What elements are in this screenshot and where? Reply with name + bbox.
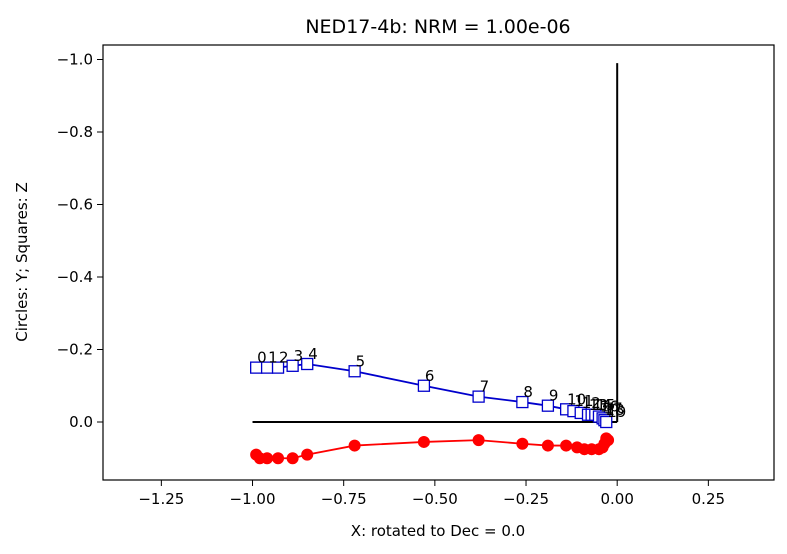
x-axis-label: X: rotated to Dec = 0.0 bbox=[351, 522, 525, 540]
z-component-point bbox=[301, 357, 314, 371]
y-component-point bbox=[516, 437, 529, 450]
point-label: 14 bbox=[593, 396, 612, 414]
x-tick-label: −0.50 bbox=[412, 490, 458, 508]
point-label: 6 bbox=[425, 367, 435, 385]
x-tick-label: 0.25 bbox=[692, 490, 725, 508]
point-label: 17 bbox=[604, 399, 623, 417]
point-label: 10 bbox=[567, 390, 586, 408]
point-label: 13 bbox=[589, 396, 608, 414]
y-component-point bbox=[541, 439, 554, 452]
point-label: 19 bbox=[607, 403, 626, 421]
y-component-point bbox=[301, 448, 314, 461]
z-component-point bbox=[286, 359, 299, 372]
z-component-point bbox=[541, 399, 555, 412]
y-component-point bbox=[472, 434, 485, 447]
y-component-point bbox=[272, 452, 285, 465]
y-tick-label: 0.0 bbox=[69, 413, 93, 431]
x-tick-label: −1.00 bbox=[230, 490, 276, 508]
point-label: 4 bbox=[308, 345, 318, 363]
y-component-point bbox=[560, 439, 573, 452]
point-label: 0 bbox=[257, 349, 267, 367]
x-tick-label: 0.00 bbox=[600, 490, 633, 508]
point-label: 1 bbox=[268, 349, 278, 367]
y-component-point bbox=[286, 452, 299, 465]
plot-frame bbox=[102, 44, 775, 481]
x-tick-label: −0.75 bbox=[321, 490, 367, 508]
y-tick-label: −0.8 bbox=[57, 123, 93, 141]
y-component-point bbox=[261, 452, 274, 465]
plot-area bbox=[103, 45, 774, 480]
point-label: 9 bbox=[549, 387, 559, 405]
x-tick-label: −1.25 bbox=[138, 490, 184, 508]
y-tick-label: −0.6 bbox=[57, 196, 93, 214]
series-layer bbox=[250, 357, 615, 465]
x-tick-label: −0.25 bbox=[503, 490, 549, 508]
y-component-point bbox=[417, 435, 430, 448]
y-component-point bbox=[602, 434, 615, 447]
y-axis: −1.0 −0.8 −0.6 −0.4 −0.2 0.0 bbox=[57, 51, 103, 431]
z-component-point bbox=[348, 365, 361, 378]
point-label: 16 bbox=[600, 398, 619, 416]
point-label: 12 bbox=[582, 394, 601, 412]
z-component-point bbox=[472, 390, 485, 403]
point-label: 2 bbox=[279, 349, 289, 367]
chart-title: NED17-4b: NRM = 1.00e-06 bbox=[305, 16, 570, 38]
z-component-point bbox=[417, 379, 431, 392]
y-component-point bbox=[348, 439, 361, 452]
point-label: 3 bbox=[294, 347, 304, 365]
y-axis-label: Circles: Y; Squares: Z bbox=[13, 182, 31, 341]
z-component-point bbox=[600, 415, 613, 429]
point-label: 15 bbox=[596, 396, 615, 414]
reference-lines bbox=[252, 63, 619, 423]
z-component-point bbox=[271, 361, 285, 374]
y-tick-label: −0.4 bbox=[57, 268, 93, 286]
x-axis: −1.25 −1.00 −0.75 −0.50 −0.25 0.00 0.25 bbox=[138, 480, 725, 508]
y-tick-label: −1.0 bbox=[57, 51, 93, 69]
z-component-point bbox=[516, 395, 529, 409]
point-label: 8 bbox=[523, 383, 533, 401]
point-label: 7 bbox=[480, 378, 490, 396]
point-label: 11 bbox=[574, 392, 593, 410]
point-label: 18 bbox=[605, 401, 624, 419]
point-label: 5 bbox=[356, 352, 366, 370]
y-tick-label: −0.2 bbox=[57, 341, 93, 359]
